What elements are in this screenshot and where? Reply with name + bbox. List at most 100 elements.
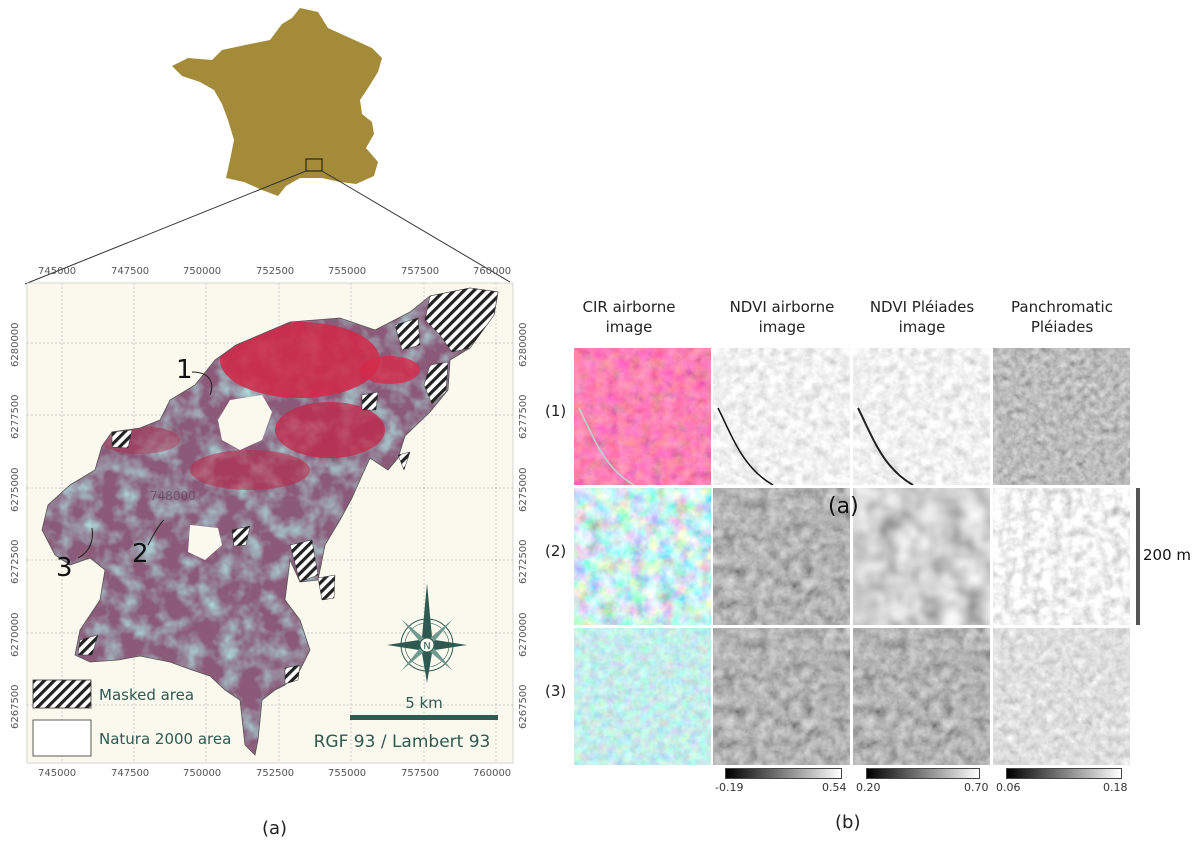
masked-area (77, 287, 499, 685)
column-header-line: image (605, 318, 653, 336)
column-header-line: image (758, 318, 806, 336)
legend-masked-label: Masked area (99, 686, 194, 704)
tile-ndvi-pleiades-1 (853, 348, 990, 485)
site-1-label: 1 (176, 355, 193, 385)
column-header-line: Panchromatic (1011, 298, 1113, 316)
row-label-1: (1) (545, 402, 567, 420)
compass-point-w (387, 640, 427, 650)
colorbar-ndvi-pleiades-min: 0.20 (856, 781, 881, 794)
column-header-ndvi-pleiades: NDVI Pléiades image (852, 297, 992, 337)
row-label-3: (3) (545, 682, 567, 700)
x-tick-bottom: 747500 (111, 768, 150, 779)
column-header-line: NDVI Pléiades (869, 298, 975, 316)
x-tick-bottom: 760000 (473, 768, 512, 779)
site-3-leader (77, 527, 93, 559)
tile-cir-2 (574, 488, 711, 625)
y-tick-right: 6277500 (518, 394, 529, 439)
tile-panchromatic-1 (993, 348, 1130, 485)
crs-label: RGF 93 / Lambert 93 (314, 732, 491, 752)
column-header-cir: CIR airborne image (573, 297, 685, 337)
panel-b-label: (b) (835, 812, 861, 833)
y-tick-right: 6272500 (518, 539, 529, 584)
column-header-line: CIR airborne (582, 298, 676, 316)
y-tick-left: 6272500 (10, 539, 21, 584)
tile-ndvi-pleiades-3 (853, 628, 990, 765)
heath-red-patch (220, 322, 380, 398)
colorbar-ndvi-pleiades (866, 768, 980, 779)
study-area-map: 1 2 3 748000 N 5 km RGF 93 / Lambert 93 … (26, 282, 514, 764)
y-tick-right: 6267500 (518, 684, 529, 729)
x-tick-top: 752500 (256, 266, 295, 277)
tile-cir-3 (574, 628, 711, 765)
x-tick-top: 747500 (111, 266, 150, 277)
compass-point-ne (427, 619, 453, 645)
legend-masked-swatch (32, 679, 92, 709)
column-header-panchromatic: Panchromatic Pléiades (992, 297, 1132, 337)
scale-bar-200m (1136, 488, 1140, 625)
zoom-line-left (24, 170, 307, 285)
compass-center (419, 637, 435, 653)
x-tick-top: 757500 (401, 266, 440, 277)
heath-red-patch (190, 450, 310, 490)
legend-natura-label: Natura 2000 area (99, 730, 231, 748)
france-inset-map (24, 8, 511, 285)
legend-natura-swatch (32, 719, 92, 757)
panel-a-label: (a) (262, 818, 288, 839)
y-tick-left: 6270000 (10, 612, 21, 657)
compass-point-s (422, 645, 432, 683)
row-label-2: (2) (545, 542, 567, 560)
x-tick-top: 745000 (38, 266, 77, 277)
x-tick-top: 750000 (183, 266, 222, 277)
colorbar-ndvi-pleiades-max: 0.70 (964, 781, 989, 794)
zoom-line-right (321, 170, 511, 283)
colorbar-ndvi-airborne-max: 0.54 (822, 781, 847, 794)
map-frame-border (26, 282, 514, 764)
x-tick-bottom: 757500 (401, 768, 440, 779)
x-tick-top: 760000 (473, 266, 512, 277)
heath-red-patch (360, 356, 420, 384)
colorbar-panchromatic (1006, 768, 1122, 779)
site-2-label: 2 (132, 539, 149, 569)
tile-ndvi-airborne-1 (713, 348, 850, 485)
y-tick-right: 6280000 (518, 322, 529, 367)
france-silhouette (172, 8, 382, 196)
compass-point-n (422, 583, 432, 645)
tile-ndvi-pleiades-2 (853, 488, 990, 625)
x-tick-bottom: 755000 (328, 768, 367, 779)
overlay-label: (a) (828, 494, 859, 519)
colorbar-ndvi-airborne-min: -0.19 (715, 781, 744, 794)
column-header-line: Pléiades (1030, 318, 1094, 336)
enclave-hole (218, 395, 272, 450)
y-tick-left: 6280000 (10, 322, 21, 367)
faint-coordinate-label: 748000 (150, 489, 196, 503)
study-location-box (305, 158, 323, 172)
y-tick-left: 6277500 (10, 394, 21, 439)
tile-ndvi-airborne-2 (713, 488, 850, 625)
compass-point-nw (401, 619, 427, 645)
compass-point-se (427, 645, 453, 671)
y-tick-right: 6275000 (518, 467, 529, 512)
x-tick-top: 755000 (328, 266, 367, 277)
y-tick-right: 6270000 (518, 612, 529, 657)
tile-panchromatic-3 (993, 628, 1130, 765)
colorbar-ndvi-airborne (725, 768, 842, 779)
site-2-leader (147, 519, 165, 546)
scale-bar (350, 715, 498, 720)
tile-panchromatic-2 (993, 488, 1130, 625)
heath-red-patch (275, 402, 385, 458)
y-tick-left: 6275000 (10, 467, 21, 512)
enclave-hole (188, 525, 222, 560)
column-header-ndvi-airborne: NDVI airborne image (712, 297, 852, 337)
y-tick-left: 6267500 (10, 684, 21, 729)
scale-bar-200m-label: 200 m (1143, 546, 1192, 564)
x-tick-bottom: 750000 (183, 768, 222, 779)
compass-north-letter: N (423, 641, 430, 652)
x-tick-bottom: 752500 (256, 768, 295, 779)
colorbar-panchromatic-min: 0.06 (996, 781, 1021, 794)
compass-point-sw (401, 645, 427, 671)
colorbar-panchromatic-max: 0.18 (1103, 781, 1128, 794)
scale-bar-label: 5 km (405, 694, 443, 712)
site-1-leader (191, 371, 213, 396)
column-header-line: NDVI airborne (729, 298, 835, 316)
site-3-label: 3 (56, 553, 73, 583)
